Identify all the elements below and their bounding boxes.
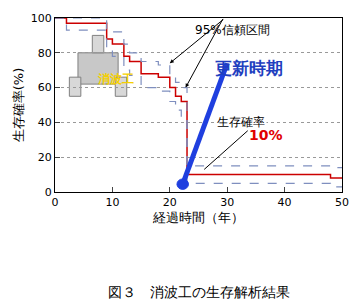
- svg-text:更新時期: 更新時期: [215, 58, 283, 78]
- svg-text:0: 0: [45, 186, 52, 199]
- svg-text:60: 60: [38, 81, 52, 94]
- svg-text:20: 20: [38, 151, 52, 164]
- svg-text:図３ 消波工の生存解析結果: 図３ 消波工の生存解析結果: [108, 284, 290, 300]
- svg-text:10%: 10%: [249, 127, 283, 143]
- svg-text:経過時間（年）: 経過時間（年）: [152, 210, 244, 225]
- svg-text:10: 10: [105, 196, 119, 209]
- svg-text:消波工: 消波工: [97, 72, 134, 86]
- svg-text:50: 50: [335, 196, 349, 209]
- svg-text:30: 30: [220, 196, 234, 209]
- svg-text:95%信頼区間: 95%信頼区間: [195, 23, 270, 37]
- svg-text:生存確率: 生存確率: [217, 115, 265, 129]
- svg-text:生存確率(%): 生存確率(%): [11, 68, 26, 143]
- svg-text:80: 80: [38, 47, 52, 60]
- svg-text:100: 100: [31, 12, 52, 25]
- svg-text:20: 20: [163, 196, 177, 209]
- svg-text:40: 40: [278, 196, 292, 209]
- svg-text:40: 40: [38, 116, 52, 129]
- svg-text:0: 0: [52, 196, 59, 209]
